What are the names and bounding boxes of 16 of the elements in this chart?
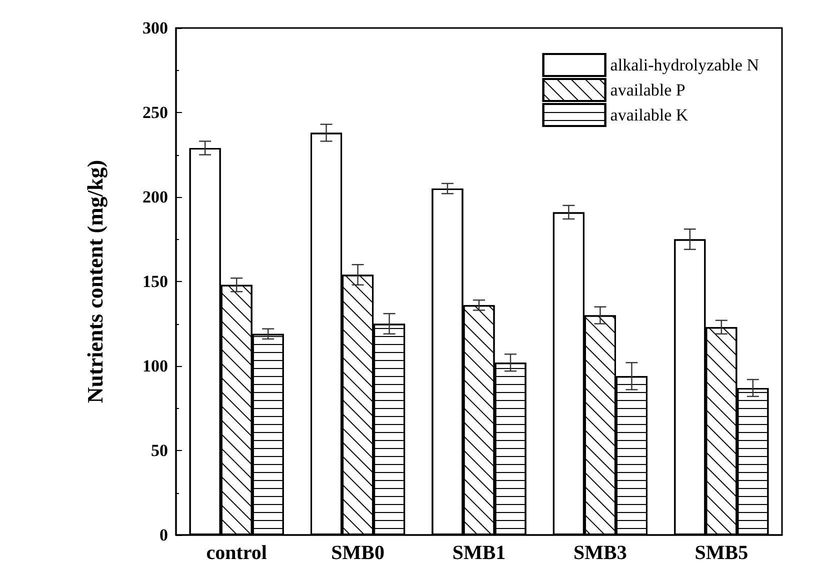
x-tick-label: SMB0 [331,542,384,564]
y-tick-label: 100 [142,356,168,376]
y-tick-label: 200 [142,188,168,206]
x-tick-label: SMB3 [574,542,627,564]
y-tick-label: 150 [142,272,168,291]
legend-label: available P [610,80,686,100]
y-tick-label: 50 [151,441,168,460]
y-axis-title: Nutrients content (mg/kg) [82,160,108,404]
x-tick-label: SMB5 [694,542,748,564]
y-tick-label: 300 [142,18,168,38]
legend-label: available K [610,106,689,124]
y-tick-label: 0 [160,526,168,544]
legend-label: alkali-hydrolyzable N [610,56,760,74]
x-tick-label: control [206,542,268,564]
y-tick-label: 250 [142,103,168,122]
x-tick-label: SMB1 [452,542,506,564]
